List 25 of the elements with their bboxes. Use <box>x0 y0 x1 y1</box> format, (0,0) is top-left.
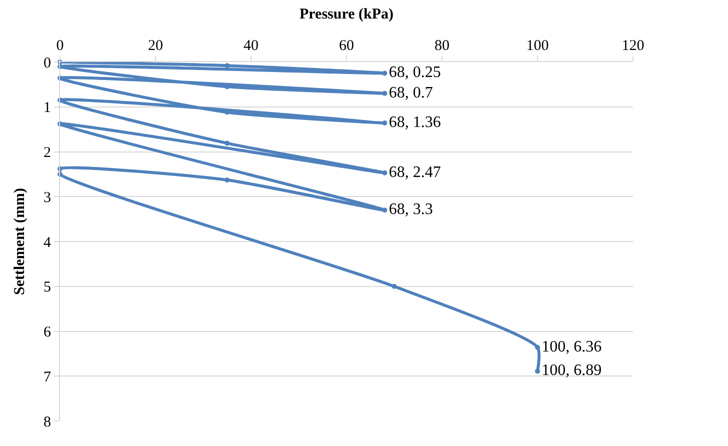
data-label: 68, 2.47 <box>388 164 441 181</box>
data-label: 100, 6.36 <box>542 338 602 356</box>
data-label: 68, 0.25 <box>388 64 441 82</box>
y-tick-label: 8 <box>44 414 51 430</box>
y-tick-label: 6 <box>44 324 52 340</box>
x-tick-label: 40 <box>244 38 258 54</box>
y-tick-label: 7 <box>44 369 52 386</box>
x-tick-label: 100 <box>526 38 549 54</box>
data-label: 68, 1.36 <box>388 114 441 132</box>
y-tick-label: 2 <box>44 145 51 161</box>
x-tick-label: 20 <box>148 38 163 54</box>
y-axis-title: Settlement (mm) <box>12 188 28 296</box>
x-tick-label: 80 <box>434 38 450 54</box>
y-tick-label: 3 <box>44 190 51 206</box>
data-label: 100, 6.89 <box>542 362 602 380</box>
x-tick-label: 60 <box>339 38 354 54</box>
data-label: 68, 0.7 <box>388 84 433 102</box>
x-tick-label: 120 <box>622 38 644 54</box>
y-tick-label: 5 <box>44 280 51 296</box>
y-tick-label: 4 <box>44 234 52 251</box>
y-tick-label: 1 <box>44 100 51 116</box>
x-tick-label: 0 <box>56 38 64 54</box>
y-tick-label: 0 <box>44 55 51 72</box>
data-label: 68, 3.3 <box>388 201 433 218</box>
x-axis-title: Pressure (kPa) <box>299 6 394 22</box>
